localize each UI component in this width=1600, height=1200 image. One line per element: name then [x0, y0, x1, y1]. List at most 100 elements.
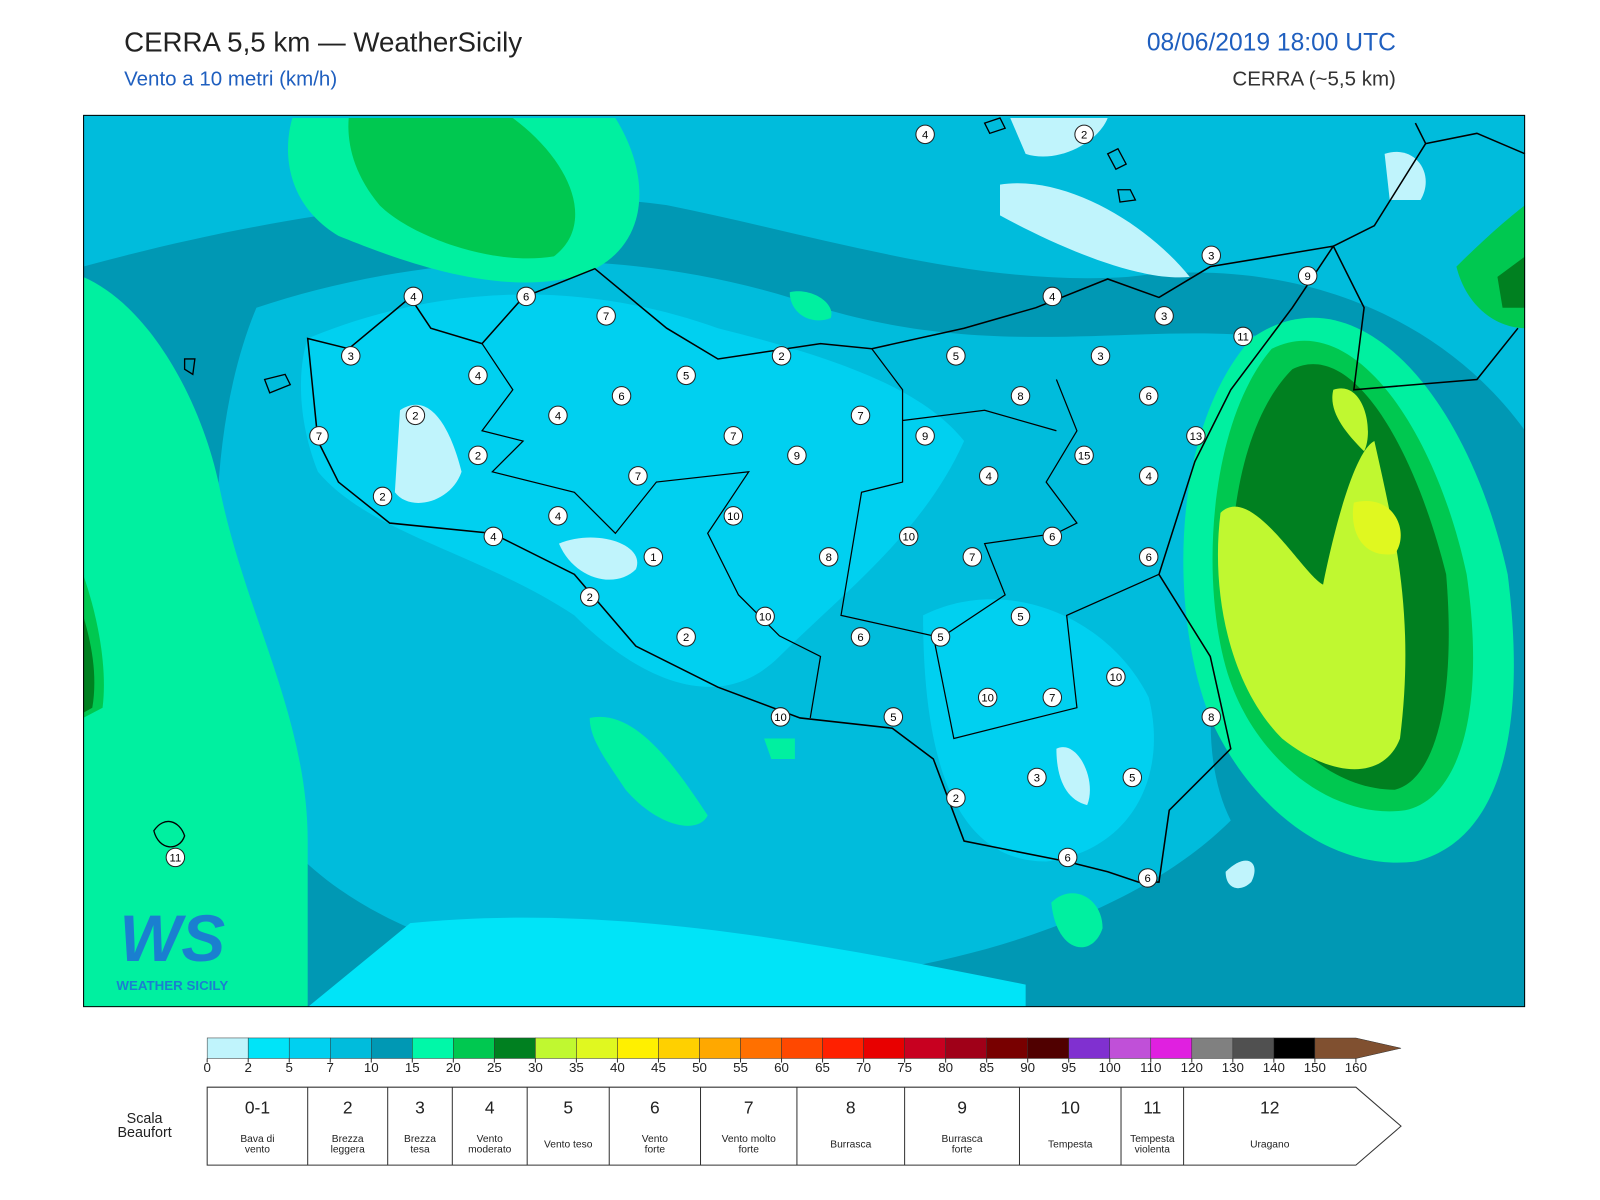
- color-segment: [617, 1037, 659, 1059]
- color-segment: [329, 1037, 372, 1059]
- station-value: 10: [727, 511, 740, 523]
- color-segment: [904, 1037, 946, 1059]
- station-value: 6: [1065, 852, 1071, 864]
- colorbar-tick-label: 50: [692, 1060, 707, 1075]
- station-marker: [755, 606, 775, 627]
- station-marker: [1057, 847, 1078, 868]
- subtitle: Vento a 10 metri (km/h): [124, 67, 337, 90]
- station-value: 6: [1049, 531, 1055, 543]
- station-value: 6: [1146, 391, 1152, 403]
- station-value: 6: [1146, 552, 1152, 564]
- station-value: 2: [953, 793, 959, 805]
- colorbar-tick-label: 130: [1222, 1060, 1244, 1075]
- station-marker: [723, 506, 744, 526]
- station-marker: [165, 847, 186, 868]
- station-marker: [770, 707, 791, 727]
- model-label: CERRA (~5,5 km): [1232, 67, 1395, 90]
- station-marker: [1201, 707, 1222, 727]
- station-marker: [580, 587, 600, 607]
- station-value: 9: [794, 450, 800, 462]
- color-segment: [1068, 1037, 1110, 1059]
- station-marker: [850, 627, 871, 647]
- station-marker: [516, 286, 536, 307]
- station-marker: [1010, 386, 1031, 406]
- station-value: 4: [922, 129, 928, 141]
- beaufort-desc: Burrasca: [830, 1139, 871, 1150]
- station-marker: [1074, 124, 1094, 145]
- station-value: 4: [490, 531, 496, 543]
- station-value: 7: [857, 410, 863, 422]
- station-value: 7: [969, 552, 975, 564]
- station-marker: [1138, 466, 1159, 486]
- colorbar-tick-label: 7: [327, 1060, 334, 1075]
- station-marker: [372, 486, 393, 507]
- colorbar-tick-label: 35: [569, 1060, 584, 1075]
- station-value: 8: [1017, 391, 1023, 403]
- station-marker: [818, 547, 839, 567]
- station-marker: [611, 386, 632, 406]
- station-marker: [1186, 426, 1206, 446]
- beaufort-force: 0-1: [245, 1097, 270, 1117]
- station-marker: [946, 346, 966, 366]
- station-value: 7: [603, 311, 609, 323]
- beaufort-force: 2: [343, 1097, 353, 1117]
- station-value: 6: [523, 291, 529, 303]
- color-segment: [1232, 1037, 1275, 1059]
- station-marker: [483, 526, 504, 547]
- station-value: 5: [683, 370, 689, 382]
- beaufort-desc: Vento teso: [544, 1139, 593, 1150]
- station-marker: [978, 466, 999, 486]
- beaufort-desc: Burrasca: [942, 1134, 983, 1145]
- station-marker: [977, 687, 998, 708]
- logo-mark: WS: [119, 902, 225, 975]
- colorbar-tick-label: 70: [856, 1060, 871, 1075]
- colorbar-tick-label: 60: [774, 1060, 789, 1075]
- beaufort-force: 10: [1061, 1097, 1081, 1117]
- color-segment: [494, 1037, 536, 1059]
- beaufort-title: Scala: [127, 1111, 163, 1127]
- colorbar-tick-label: 150: [1304, 1060, 1326, 1075]
- station-marker: [1042, 687, 1063, 708]
- station-value: 6: [857, 632, 863, 644]
- beaufort-desc: Vento: [642, 1134, 669, 1145]
- station-value: 9: [922, 431, 928, 443]
- station-marker: [1106, 667, 1126, 687]
- colorbar-tick-label: 85: [979, 1060, 994, 1075]
- station-marker: [676, 365, 696, 386]
- beaufort-desc: leggera: [331, 1144, 365, 1155]
- station-value: 10: [902, 531, 915, 543]
- station-marker: [1042, 526, 1063, 547]
- beaufort-desc: tesa: [410, 1144, 430, 1155]
- colorbar-tick-label: 160: [1345, 1060, 1367, 1075]
- beaufort-desc: moderato: [468, 1144, 512, 1155]
- station-value: 7: [635, 471, 641, 483]
- station-marker: [1042, 286, 1063, 307]
- station-marker: [1010, 606, 1031, 627]
- station-value: 4: [555, 511, 561, 523]
- station-marker: [1137, 868, 1158, 888]
- color-segment: [247, 1037, 290, 1059]
- station-value: 10: [774, 712, 787, 724]
- colorbar-tick-label: 2: [244, 1060, 251, 1075]
- wind-field: [83, 114, 1526, 1008]
- beaufort-desc: Brezza: [404, 1134, 436, 1145]
- beaufort-force: 11: [1143, 1097, 1161, 1117]
- station-value: 5: [1129, 772, 1135, 784]
- beaufort-desc: forte: [645, 1144, 666, 1155]
- station-value: 8: [826, 552, 832, 564]
- station-value: 6: [618, 391, 624, 403]
- station-value: 2: [778, 351, 784, 363]
- station-value: 4: [410, 291, 416, 303]
- colorbar: 0 2 5 7 10 15 20 25 30 35 40 45 50 55 60 65 70 75 80 85 90 95…: [203, 1037, 1402, 1075]
- beaufort-desc: Bava di: [240, 1134, 274, 1145]
- colorbar-tick-label: 110: [1140, 1060, 1161, 1075]
- station-value: 4: [1049, 291, 1055, 303]
- colorbar-tick-label: 90: [1020, 1060, 1035, 1075]
- station-value: 3: [1034, 772, 1040, 784]
- beaufort-force: 3: [415, 1097, 425, 1117]
- color-segment: [781, 1037, 823, 1059]
- color-segment: [658, 1037, 700, 1059]
- beaufort-desc: Uragano: [1250, 1139, 1290, 1150]
